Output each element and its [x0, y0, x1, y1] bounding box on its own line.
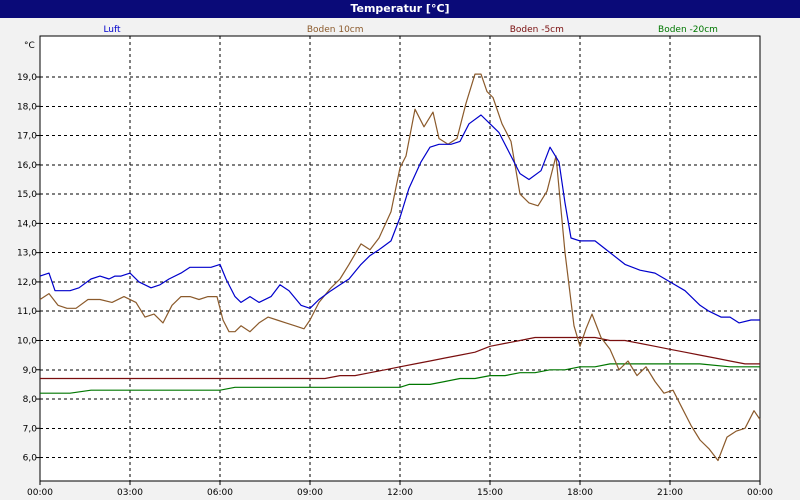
y-tick-label: 18,0	[17, 102, 37, 112]
x-tick-time: 00:00	[747, 488, 773, 498]
x-tick-time: 00:00	[27, 488, 53, 498]
chart-title: Temperatur [°C]	[350, 2, 450, 15]
y-tick-label: 14,0	[17, 219, 37, 229]
legend-item-2: Boden 10cm	[307, 25, 364, 35]
grid-lines	[40, 36, 760, 481]
y-tick-label: 17,0	[17, 132, 37, 142]
y-tick-label: 7,0	[23, 424, 38, 434]
y-tick-label: 19,0	[17, 73, 37, 83]
legend-item-4: Boden -20cm	[658, 25, 718, 35]
y-tick-label: 11,0	[17, 307, 37, 317]
y-axis-unit: °C	[24, 41, 35, 51]
x-tick-time: 03:00	[117, 488, 143, 498]
series-line-4	[40, 363, 760, 394]
y-tick-label: 16,0	[17, 161, 37, 171]
y-tick-label: 9,0	[23, 366, 38, 376]
series-line-1	[39, 114, 760, 324]
temperature-chart: °C 6,0 7,0 8,0 9,0 10,0 11,0 12,0 13,0 14,0 15,0 1…	[17, 25, 773, 498]
chart-title-bar: Temperatur [°C]	[0, 0, 800, 18]
x-tick-time: 09:00	[297, 488, 323, 498]
legend: Luft Boden 10cm Boden -5cm Boden -20cm	[103, 25, 718, 35]
y-tick-label: 6,0	[23, 454, 38, 464]
y-axis: °C 6,0 7,0 8,0 9,0 10,0 11,0 12,0 13,0 14,0 15,0 1…	[17, 41, 40, 464]
series-line-2	[39, 73, 761, 462]
y-tick-label: 15,0	[17, 190, 37, 200]
x-tick-time: 12:00	[387, 488, 413, 498]
x-tick-time: 15:00	[477, 488, 503, 498]
legend-item-3: Boden -5cm	[510, 25, 564, 35]
x-axis: 00:0015.02.2403:0015.02.2406:0015.02.240…	[27, 481, 773, 498]
x-tick-time: 21:00	[657, 488, 683, 498]
y-tick-label: 13,0	[17, 249, 37, 259]
x-tick-time: 18:00	[567, 488, 593, 498]
legend-item-1: Luft	[103, 25, 121, 35]
series-line-3	[40, 336, 760, 380]
series-lines	[39, 73, 761, 462]
y-tick-label: 8,0	[23, 395, 38, 405]
x-tick-time: 06:00	[207, 488, 233, 498]
y-tick-label: 10,0	[17, 336, 37, 346]
y-tick-label: 12,0	[17, 278, 37, 288]
